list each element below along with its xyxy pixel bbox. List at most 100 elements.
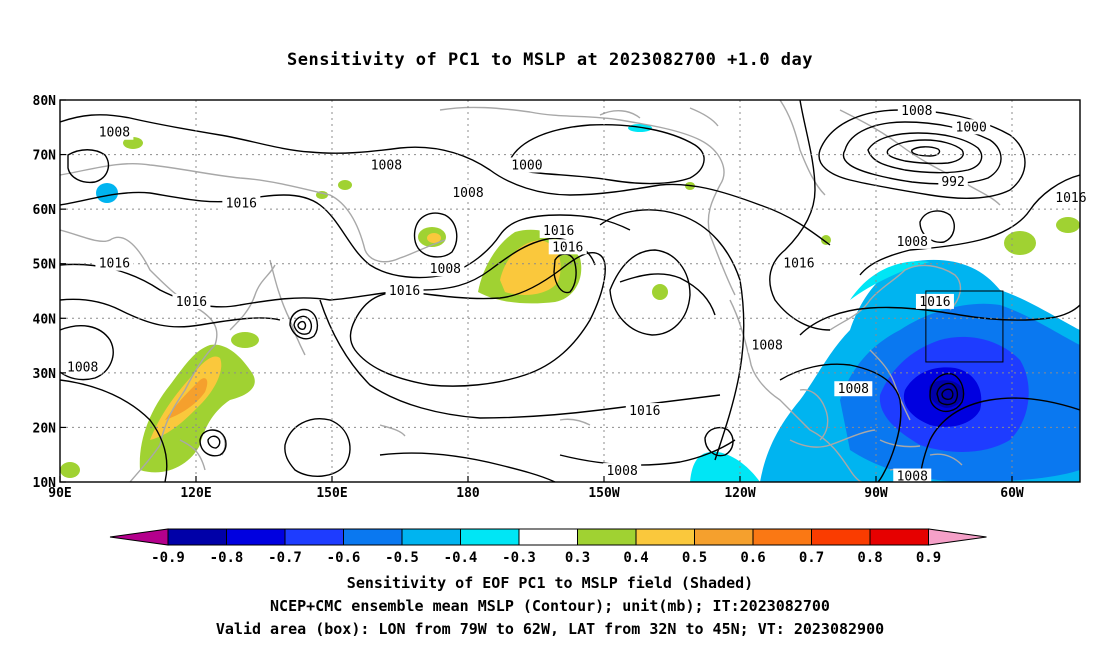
contour-line	[867, 132, 983, 174]
contour-label: 1008	[897, 470, 928, 485]
contour-label: 1016	[99, 257, 130, 272]
shade-blob	[60, 462, 80, 478]
contour-line	[941, 388, 954, 400]
colorbar-label: 0.7	[799, 550, 824, 566]
contour-label-bg	[779, 255, 818, 271]
colorbar-swatch	[694, 528, 754, 546]
contour-line	[413, 212, 458, 258]
contour-line	[619, 273, 716, 316]
contour-label-bg	[507, 157, 546, 173]
contour-label: 1008	[752, 339, 783, 354]
colorbar-label: 0.3	[565, 550, 590, 566]
colorbar: -0.9 -0.8 -0.7 -0.6 -0.5 -0.4 -0.3 0.3 0.4 0.5 0.6…	[109, 528, 987, 566]
colorbar-label: 0.6	[740, 550, 765, 566]
shade-blob	[652, 284, 668, 300]
contour-line	[799, 304, 1080, 336]
shade-blob	[139, 344, 255, 473]
shade-blob	[165, 378, 208, 420]
contour-label: 1000	[511, 158, 542, 173]
caption-contour: NCEP+CMC ensemble mean MSLP (Contour); u…	[270, 597, 830, 615]
coastline	[789, 388, 876, 448]
shade-blob	[690, 451, 760, 482]
contour-line	[859, 174, 1080, 276]
colorbar-label: -0.9	[151, 550, 185, 566]
colorbar-swatch	[518, 528, 578, 546]
colorbar-swatch	[226, 528, 286, 546]
contour-label-bg	[95, 255, 134, 271]
shade-blob	[850, 261, 930, 300]
contour-line	[293, 315, 313, 335]
contour-label-bg	[893, 233, 932, 249]
colorbar-swatch	[167, 528, 227, 546]
colorbar-label: -0.3	[502, 550, 536, 566]
colorbar-label: -0.5	[385, 550, 419, 566]
caption-valid-area: Valid area (box): LON from 79W to 62W, L…	[215, 620, 885, 638]
contour-line	[60, 379, 168, 482]
contour-label: 1008	[67, 360, 98, 375]
contour-label: 1008	[606, 464, 637, 479]
colorbar-swatch	[577, 528, 637, 546]
contour-label-bg	[385, 283, 424, 298]
colorbar-swatch	[869, 528, 929, 546]
contour-label: 1008	[430, 262, 461, 277]
contour-line	[919, 397, 1080, 482]
contour-label-bg	[834, 381, 873, 397]
shade-blob	[1056, 217, 1080, 233]
colorbar-swatch	[460, 528, 520, 546]
contour-line	[936, 382, 959, 406]
shade-blob	[821, 235, 831, 245]
contour-label-bg	[539, 222, 578, 238]
chart-title: Sensitivity of PC1 to MSLP at 2023082700…	[286, 50, 813, 70]
contour-label: 1016	[1055, 191, 1086, 206]
coastline	[829, 264, 962, 331]
y-tick-label: 60N	[33, 203, 57, 218]
map-frame	[59, 99, 1081, 483]
coastline	[439, 106, 736, 296]
shade-blob	[1004, 231, 1036, 255]
contour-label: 1016	[552, 240, 583, 255]
colorbar-swatch	[811, 528, 871, 546]
contour-label-bg	[367, 157, 406, 173]
y-tick-label: 70N	[33, 149, 57, 164]
x-tick-label: 180	[456, 486, 480, 501]
colorbar-label: 0.8	[857, 550, 882, 566]
colorbar-label: 0.4	[623, 550, 648, 566]
contour-label: 1008	[452, 186, 483, 201]
shade-blob	[96, 183, 118, 203]
x-tick-label: 120W	[724, 486, 755, 501]
contour-label: 992	[941, 175, 964, 190]
contour-label: 1008	[897, 235, 928, 250]
contour-label-bg	[63, 359, 102, 375]
contour-line	[67, 149, 110, 184]
colorbar-swatch	[752, 528, 812, 546]
contour-line	[289, 308, 319, 340]
x-tick-label: 90W	[864, 486, 888, 501]
colorbar-label: -0.4	[444, 550, 478, 566]
contour-label: 1016	[783, 257, 814, 272]
colorbar-label: -0.6	[327, 550, 361, 566]
contour-label-bg	[893, 468, 932, 484]
contour-label: 1016	[543, 224, 574, 239]
y-tick-label: 10N	[33, 476, 57, 491]
contour-label-bg	[172, 293, 211, 309]
contour-label: 1000	[956, 120, 987, 135]
shade-blob	[231, 332, 259, 348]
x-tick-label: 90E	[48, 486, 71, 501]
contour-line	[60, 114, 831, 246]
colorbar-label: -0.7	[268, 550, 302, 566]
y-axis: 10N 20N 30N 40N 50N 60N 70N 80N	[33, 94, 66, 491]
contour-line	[842, 121, 1002, 185]
contour-label: 1016	[226, 197, 257, 212]
coastline	[779, 100, 826, 196]
contour-label-bg	[449, 184, 487, 200]
contour-line	[929, 373, 965, 413]
coastlines	[60, 100, 1001, 482]
shade-blob	[500, 240, 561, 295]
coastline	[60, 229, 218, 482]
contour-label-bg	[897, 102, 936, 118]
x-axis: 90E 120E 150E 180 150W 120W 90W 60W	[48, 476, 1024, 501]
shade-blob	[123, 137, 143, 149]
contour-label-bg	[952, 119, 991, 135]
